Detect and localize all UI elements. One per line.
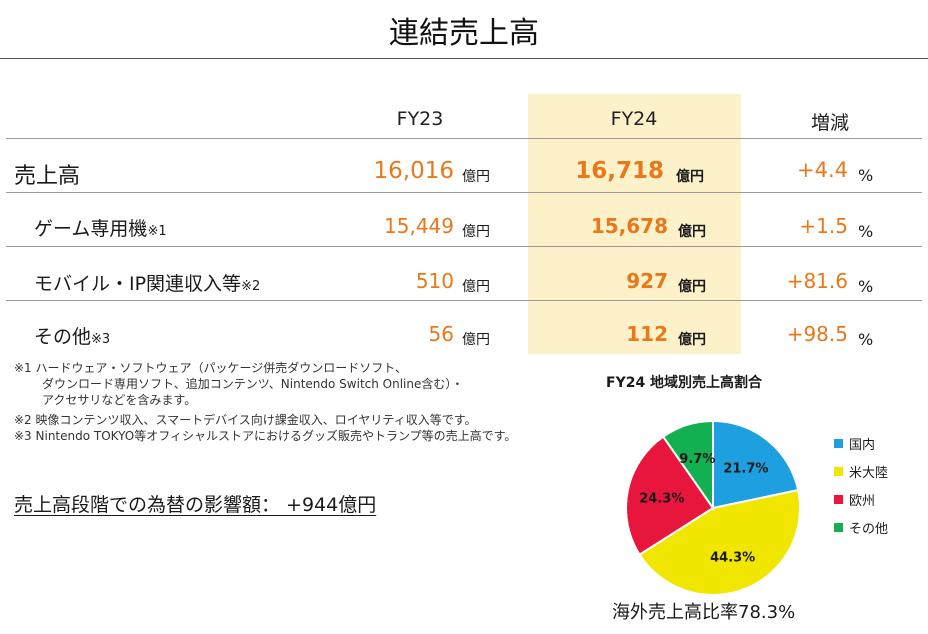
footnote-1-cont: アクセサリなどを含みます。	[42, 393, 197, 407]
pie-data-label: 24.3%	[639, 492, 684, 507]
title-divider	[0, 58, 928, 59]
pie-slice-3	[661, 419, 714, 512]
change-unit: %	[858, 330, 874, 349]
fy24-column-highlight	[528, 94, 741, 354]
change-unit: %	[858, 222, 874, 241]
fy24-value: 927	[626, 269, 668, 293]
legend-item: 国内	[834, 434, 888, 453]
legend-item: 米大陸	[834, 462, 889, 481]
pie-data-label: 44.3%	[710, 550, 755, 565]
row-label-text: その他	[34, 326, 92, 348]
fy24-value: 15,678	[590, 214, 668, 238]
row-label-dedicated-console: ゲーム専用機※1	[34, 214, 167, 241]
row-note-marker: ※3	[91, 332, 111, 347]
change-value: +1.5	[799, 214, 848, 238]
pie-data-label: 21.7%	[723, 461, 768, 476]
fy24-unit: 億円	[678, 332, 706, 348]
footnote-1: ※1 ハードウェア・ソフトウェア（パッケージ併売ダウンロードソフト、	[14, 361, 408, 375]
pie-slice-1	[638, 488, 801, 594]
fx-impact-text: 売上高段階での為替の影響額： +944億円	[14, 494, 377, 516]
fy24-unit: 億円	[678, 224, 706, 240]
table-divider	[6, 138, 922, 139]
row-label-text: 売上高	[14, 164, 81, 189]
fy23-value: 16,016	[373, 158, 454, 184]
footnote-3: ※3 Nintendo TOKYO等オフィシャルストアにおけるグッズ販売やトラン…	[14, 429, 517, 443]
legend-swatch	[834, 494, 843, 504]
row-label-text: ゲーム専用機	[34, 218, 148, 240]
footnote-2: ※2 映像コンテンツ収入、スマートデバイス向け課金収入、ロイヤリティ収入等です。	[14, 413, 477, 427]
overseas-sales-ratio: 海外売上高比率78.3%	[612, 602, 796, 623]
change-unit: %	[858, 277, 874, 296]
fy23-unit: 億円	[462, 279, 490, 295]
header-change: 増減	[810, 112, 849, 134]
chart-title: FY24 地域別売上高割合	[606, 375, 763, 391]
fy23-value: 15,449	[384, 214, 454, 238]
legend-swatch	[834, 438, 843, 448]
row-label-text: モバイル・IP関連収入等	[34, 273, 242, 295]
footnote-1-cont: ダウンロード専用ソフト、追加コンテンツ、Nintendo Switch Onli…	[42, 377, 464, 391]
table-divider	[6, 300, 922, 301]
fy24-value: 16,718	[575, 158, 664, 184]
legend-item: 欧州	[834, 490, 888, 509]
row-label-mobile-ip: モバイル・IP関連収入等※2	[34, 269, 260, 296]
pie-data-label: 9.7%	[679, 452, 715, 467]
page-title: 連結売上高	[389, 16, 539, 51]
fy24-value: 112	[626, 322, 668, 346]
table-divider	[6, 246, 922, 247]
change-value: +98.5	[786, 322, 848, 346]
row-note-marker: ※1	[147, 224, 167, 239]
legend-swatch	[834, 522, 843, 532]
table-divider	[6, 192, 922, 193]
fy23-value: 510	[415, 269, 454, 293]
row-label-net-sales: 売上高	[14, 158, 80, 190]
legend-label: 欧州	[849, 493, 876, 509]
fy23-unit: 億円	[462, 224, 490, 240]
change-unit: %	[858, 166, 874, 185]
region-pie-chart: 21.7% 44.3% 24.3% 9.7%	[625, 419, 801, 594]
change-value: +81.6	[786, 269, 848, 293]
fy23-value: 56	[428, 322, 454, 346]
header-fy24: FY24	[610, 108, 658, 130]
legend-item: その他	[834, 518, 889, 537]
legend-swatch	[834, 466, 843, 476]
header-fy23: FY23	[396, 108, 444, 130]
row-label-other: その他※3	[34, 322, 110, 349]
fy24-unit: 億円	[676, 169, 704, 185]
legend-label: 国内	[849, 437, 876, 453]
pie-slice-2	[625, 435, 715, 556]
fy23-unit: 億円	[462, 332, 490, 348]
legend-label: 米大陸	[849, 465, 889, 481]
fy23-unit: 億円	[462, 169, 490, 185]
pie-slice-0	[712, 419, 800, 510]
change-value: +4.4	[797, 158, 848, 182]
legend-label: その他	[849, 521, 889, 537]
row-note-marker: ※2	[241, 279, 261, 294]
fy24-unit: 億円	[678, 279, 706, 295]
chart-legend: 国内米大陸欧州その他	[834, 434, 888, 546]
